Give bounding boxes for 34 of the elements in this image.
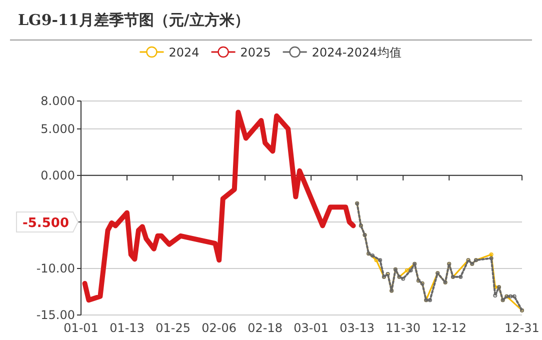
point xyxy=(370,253,374,258)
y-tick-label: 0.000 xyxy=(40,168,75,182)
chart-title: LG9-11月差季节图（元/立方米） xyxy=(18,11,250,29)
point xyxy=(374,258,378,262)
point xyxy=(489,256,494,260)
point xyxy=(458,274,463,279)
x-tick-label: 02-18 xyxy=(248,321,283,335)
y-tick-label: 5.000 xyxy=(40,122,75,136)
point xyxy=(408,268,413,272)
x-tick-label: 03-13 xyxy=(340,321,375,335)
point xyxy=(404,268,409,272)
x-tick-label: 01-01 xyxy=(64,321,98,335)
y-tick-label: -15.00 xyxy=(36,308,75,322)
x-tick-label: 02-06 xyxy=(202,321,236,335)
point xyxy=(512,294,516,298)
x-tick-label: 12-31 xyxy=(504,321,540,335)
x-tick-label: 01-25 xyxy=(156,321,190,335)
point xyxy=(508,294,512,298)
y-tick-label: 8.000 xyxy=(40,94,75,108)
point xyxy=(428,298,432,302)
annotation: -5.500 xyxy=(16,211,79,232)
legend-label: 2025 xyxy=(240,46,271,60)
legend-label: 2024-2024均值 xyxy=(312,46,402,60)
legend-label: 2024 xyxy=(168,46,200,60)
point xyxy=(493,293,498,298)
x-tick-label: 03-01 xyxy=(294,321,329,335)
point xyxy=(489,252,494,257)
point xyxy=(493,285,498,290)
x-tick-label: 01-13 xyxy=(110,321,144,335)
y-tick-label: -10.00 xyxy=(36,261,75,276)
point xyxy=(401,276,406,281)
point xyxy=(378,258,382,262)
x-tick-label: 12-12 xyxy=(432,321,467,335)
x-tick-label: 11-30 xyxy=(386,321,421,335)
